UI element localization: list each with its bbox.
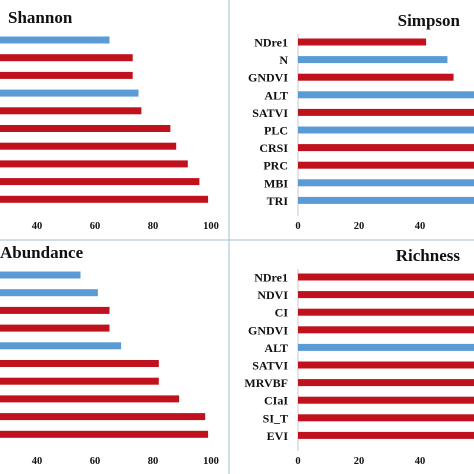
x-tick-shannon-100: 100	[203, 221, 219, 232]
category-label-simpson-7: CRSI	[259, 141, 288, 155]
category-label-simpson-3: GNDVI	[248, 71, 288, 85]
x-tick-shannon-40: 40	[32, 221, 43, 232]
bar-abundance-6	[0, 360, 159, 367]
panel-abundance: Abundance 40 60 80 100	[0, 243, 219, 467]
bar-simpson-1	[298, 38, 427, 46]
bar-simpson-2	[298, 56, 448, 64]
category-label-richness-10: EVI	[267, 429, 289, 443]
bar-shannon-4	[0, 89, 139, 97]
bar-richness-7	[298, 379, 474, 387]
bar-richness-9	[298, 414, 474, 422]
bar-richness-5	[298, 343, 474, 351]
bar-simpson-9	[298, 179, 474, 187]
category-label-simpson-6: PLC	[264, 124, 288, 138]
panel-title-richness: Richness	[396, 246, 461, 265]
bar-simpson-4	[298, 91, 474, 99]
bar-simpson-8	[298, 161, 474, 169]
bar-simpson-6	[298, 126, 474, 134]
category-label-richness-1: NDre1	[254, 271, 288, 285]
bar-richness-1	[298, 273, 474, 281]
x-tick-abundance-40: 40	[32, 456, 43, 467]
x-tick-richness-0: 0	[295, 456, 300, 467]
bar-simpson-10	[298, 196, 474, 204]
bar-shannon-3	[0, 71, 133, 79]
panel-title-abundance: Abundance	[0, 243, 84, 262]
bar-richness-2	[298, 291, 474, 299]
category-label-simpson-4: ALT	[264, 88, 288, 102]
bar-shannon-2	[0, 54, 133, 62]
x-tick-abundance-60: 60	[90, 456, 101, 467]
x-tick-simpson-0: 0	[295, 221, 300, 232]
bar-abundance-5	[0, 342, 122, 350]
bar-abundance-7	[0, 377, 159, 385]
bar-simpson-3	[298, 73, 454, 81]
category-label-richness-9: SI_T	[263, 411, 288, 425]
bar-shannon-10	[0, 195, 209, 203]
category-label-richness-3: CI	[275, 306, 289, 320]
bar-richness-10	[298, 431, 474, 439]
bar-abundance-1	[0, 271, 81, 279]
bar-shannon-9	[0, 178, 200, 186]
category-label-richness-2: NDVI	[257, 288, 288, 302]
panel-simpson: Simpson NDre1 N GNDVI ALT SATVI PLC CRSI PRC MBI T…	[248, 11, 474, 232]
bar-shannon-1	[0, 36, 110, 44]
bar-richness-4	[298, 326, 474, 334]
category-label-simpson-8: PRC	[263, 159, 288, 173]
bar-abundance-9	[0, 413, 206, 421]
bar-abundance-10	[0, 430, 209, 438]
panels: Shannon 40 60 80 100 Simpson NDre1 N GNDVI ALT SAT…	[0, 8, 474, 467]
category-label-simpson-10: TRI	[267, 194, 289, 208]
x-tick-simpson-40: 40	[415, 221, 426, 232]
category-label-richness-4: GNDVI	[248, 323, 288, 337]
category-label-simpson-1: NDre1	[254, 36, 288, 50]
panel-richness: Richness NDre1 NDVI CI GNDVI ALT SATVI MRVBF CIa…	[244, 246, 474, 467]
bar-richness-8	[298, 396, 474, 404]
bar-richness-6	[298, 361, 474, 369]
bar-shannon-6	[0, 125, 171, 132]
x-tick-shannon-80: 80	[148, 221, 159, 232]
bar-abundance-2	[0, 289, 98, 297]
bar-shannon-5	[0, 107, 142, 115]
panel-shannon: Shannon 40 60 80 100	[0, 8, 219, 232]
bar-shannon-8	[0, 160, 188, 168]
x-tick-abundance-80: 80	[148, 456, 159, 467]
bar-abundance-8	[0, 395, 180, 403]
bar-abundance-4	[0, 324, 110, 332]
category-label-simpson-2: N	[279, 53, 288, 67]
bar-richness-3	[298, 308, 474, 316]
category-label-richness-8: CIaI	[264, 394, 288, 408]
bar-simpson-7	[298, 144, 474, 152]
x-tick-simpson-20: 20	[354, 221, 365, 232]
x-tick-abundance-100: 100	[203, 456, 219, 467]
x-tick-richness-40: 40	[415, 456, 426, 467]
category-label-richness-6: SATVI	[252, 359, 288, 373]
panel-title-simpson: Simpson	[398, 11, 461, 30]
category-label-richness-7: MRVBF	[244, 376, 288, 390]
bar-shannon-7	[0, 142, 177, 150]
category-label-simpson-9: MBI	[264, 176, 288, 190]
category-label-simpson-5: SATVI	[252, 106, 288, 120]
x-tick-richness-20: 20	[354, 456, 365, 467]
bar-simpson-5	[298, 108, 474, 116]
category-label-richness-5: ALT	[264, 341, 288, 355]
bar-abundance-3	[0, 306, 110, 314]
panel-title-shannon: Shannon	[8, 8, 73, 27]
x-tick-shannon-60: 60	[90, 221, 101, 232]
